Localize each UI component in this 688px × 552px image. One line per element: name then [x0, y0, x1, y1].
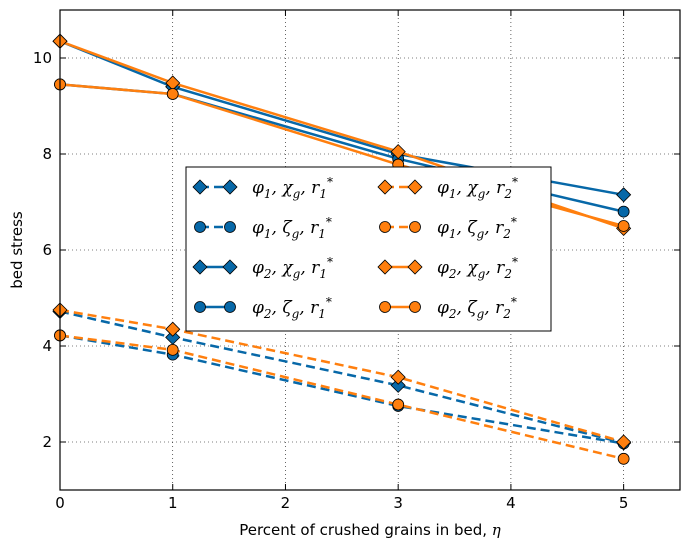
legend-item: φ2, χg, r1*: [192, 255, 333, 281]
legend-item: φ1, χg, r1*: [192, 175, 333, 201]
data-point: [166, 343, 179, 356]
legend-marker: [194, 301, 206, 313]
legend-marker: [192, 259, 208, 275]
legend-label: φ2, ζg, r1*: [252, 295, 332, 321]
x-tick-label: 1: [168, 494, 178, 512]
series-line: [59, 334, 624, 445]
legend-marker: [224, 301, 236, 313]
legend-label: φ2, χg, r1*: [252, 255, 333, 281]
series-5: [52, 302, 632, 450]
legend-marker: [194, 221, 206, 233]
y-tick-label: 6: [42, 241, 52, 259]
x-tick-label: 2: [281, 494, 291, 512]
axis-ticks: 0 1 2 3 4 5 2 4 6 8 10: [33, 10, 680, 512]
legend-item: φ1, ζg, r2*: [379, 215, 517, 241]
legend-label: φ2, χg, r2*: [437, 255, 518, 281]
x-tick-label: 3: [393, 494, 403, 512]
legend-marker: [407, 259, 423, 275]
legend: φ1, χg, r1* φ1, ζg, r1* φ2, χg, r1* φ2, ζg,…: [185, 166, 552, 332]
data-point: [390, 144, 406, 160]
series-line: [59, 334, 624, 461]
legend-box: [185, 166, 552, 332]
legend-marker: [407, 179, 423, 195]
y-tick-label: 8: [42, 145, 52, 163]
data-point: [390, 377, 406, 393]
data-point: [166, 88, 179, 100]
legend-marker: [192, 179, 208, 195]
legend-marker: [379, 301, 391, 313]
x-tick-label: 4: [506, 494, 516, 512]
legend-label: φ1, χg, r1*: [252, 175, 333, 201]
data-point: [617, 452, 630, 465]
x-tick-label: 0: [55, 494, 65, 512]
x-tick-label: 5: [619, 494, 629, 512]
legend-marker: [409, 221, 421, 233]
y-tick-label: 4: [42, 337, 52, 355]
legend-label: φ2, ζg, r2*: [437, 295, 517, 321]
data-point: [617, 220, 630, 232]
data-point: [165, 321, 181, 337]
legend-marker: [222, 179, 238, 195]
legend-marker: [377, 179, 393, 195]
legend-marker: [379, 221, 391, 233]
legend-item: φ1, χg, r2*: [377, 175, 518, 201]
series-2: [54, 329, 630, 450]
series-line: [59, 308, 624, 444]
legend-item: φ2, ζg, r1*: [194, 295, 332, 321]
legend-marker: [377, 259, 393, 275]
data-point: [390, 369, 406, 385]
legend-item: φ2, χg, r2*: [377, 255, 518, 281]
series-6: [54, 329, 630, 465]
x-axis-label: Percent of crushed grains in bed, η: [239, 521, 501, 539]
legend-item: φ2, ζg, r2*: [379, 295, 517, 321]
data-point: [616, 434, 632, 450]
legend-marker: [222, 259, 238, 275]
series-line: [59, 310, 624, 445]
legend-marker: [224, 221, 236, 233]
data-point: [617, 205, 630, 218]
legend-label: φ1, ζg, r2*: [437, 215, 517, 241]
y-tick-label: 10: [33, 49, 52, 67]
legend-item: φ1, ζg, r1*: [194, 215, 332, 241]
y-tick-label: 2: [42, 433, 52, 451]
legend-marker: [409, 301, 421, 313]
x-axis-symbol: η: [492, 521, 501, 539]
legend-label: φ1, ζg, r1*: [252, 215, 332, 241]
data-point: [616, 187, 632, 203]
data-point: [392, 398, 405, 411]
y-axis-label: bed stress: [8, 211, 26, 289]
legend-label: φ1, χg, r2*: [437, 175, 518, 201]
